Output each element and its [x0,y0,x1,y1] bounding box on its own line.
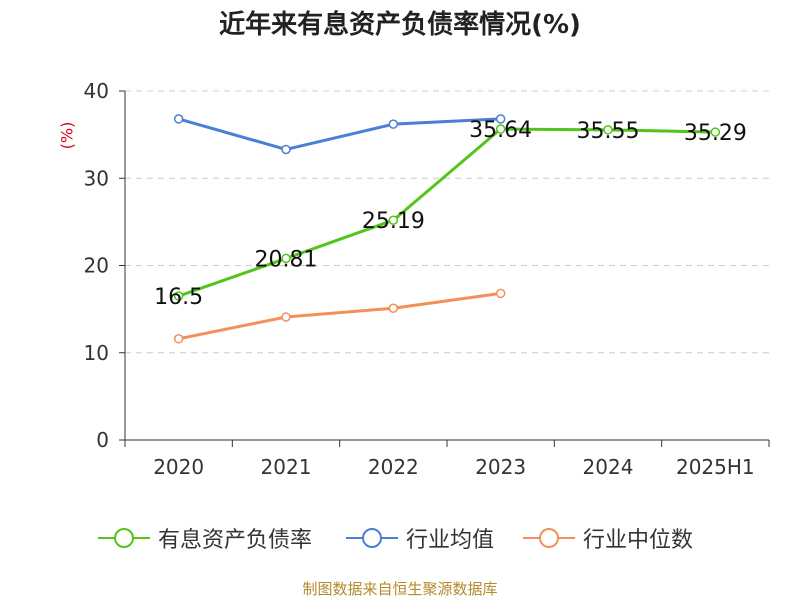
chart-title: 近年来有息资产负债率情况(%) [219,10,581,40]
y-tick-label: 0 [96,428,109,452]
data-point-0 [388,215,399,225]
data-point-2 [388,303,399,314]
y-tick-label: 10 [84,341,109,365]
legend-marker-blue-icon [346,528,398,548]
data-label: 25.19 [362,209,425,234]
x-tick-label: 2023 [475,455,526,479]
legend: 有息资产负债率 行业均值 行业中位数 [0,518,800,558]
data-point-0 [603,125,613,135]
data-point-0 [710,127,721,137]
data-point-0 [281,253,291,264]
data-point-1 [281,144,291,155]
series-line-1 [178,117,501,151]
x-tick-label: 2021 [261,455,312,479]
data-label: 20.81 [255,247,318,272]
data-point-1 [173,114,184,124]
x-tick-label: 2022 [368,455,419,479]
y-tick-label: 40 [84,79,109,103]
legend-label: 行业均值 [406,528,495,553]
data-point-2 [495,288,506,299]
series-line-2 [178,291,501,341]
data-source-note: 制图数据来自恒生聚源数据库 [302,580,498,598]
data-label: 35.29 [684,121,747,146]
y-tick-label: 20 [84,254,109,278]
data-point-2 [281,312,291,322]
data-label: 35.64 [469,118,532,143]
legend-item-industry-average[interactable]: 行业均值 [346,518,494,558]
x-tick-label: 2020 [153,455,204,479]
y-tick-label: 30 [84,166,109,190]
legend-label: 有息资产负债率 [158,528,313,553]
legend-label: 行业中位数 [583,528,694,553]
data-point-0 [495,124,506,134]
data-label: 35.55 [577,119,640,144]
legend-marker-orange-icon [523,528,575,548]
data-point-1 [388,119,399,129]
series-line-0 [178,127,716,298]
data-point-1 [495,114,506,124]
legend-marker-green-icon [98,528,150,548]
legend-item-industry-median[interactable]: 行业中位数 [523,518,693,558]
legend-item-interest-bearing-debt-ratio[interactable]: 有息资产负债率 [98,518,312,558]
data-point-2 [173,334,184,344]
data-point-0 [173,291,184,301]
x-tick-label: 2024 [583,455,634,479]
x-tick-label: 2025H1 [676,455,755,479]
data-label: 16.5 [154,285,203,310]
